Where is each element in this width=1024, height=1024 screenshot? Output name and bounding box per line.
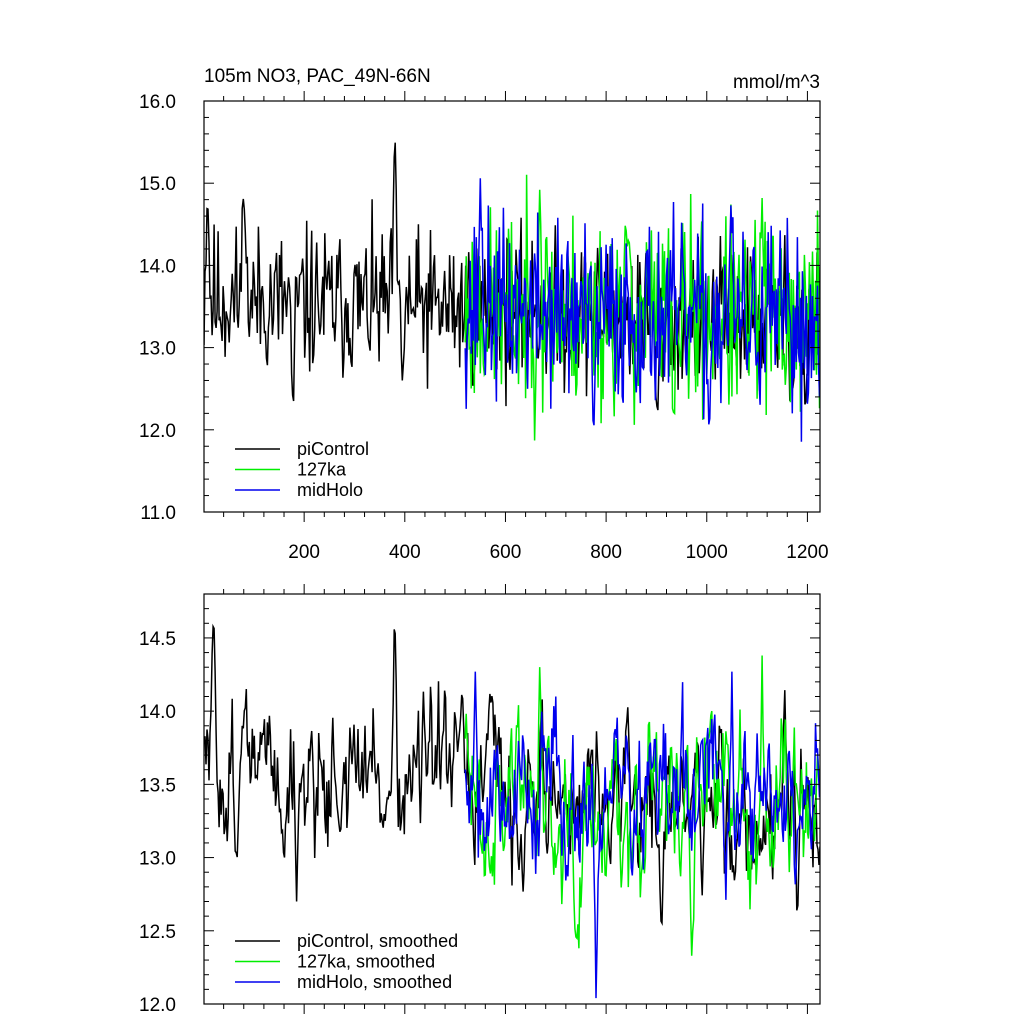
y-tick-label-top: 12.0 [139, 421, 176, 442]
legend-label-top-1: 127ka [297, 460, 347, 480]
x-tick-label-top: 400 [389, 542, 421, 563]
y-tick-label-bottom: 14.5 [139, 629, 176, 650]
units-label: mmol/m^3 [733, 72, 820, 93]
x-tick-label-top: 600 [490, 542, 522, 563]
series-line-top-2 [464, 178, 820, 442]
plot-frame-top [203, 100, 821, 513]
y-tick-label-bottom: 12.5 [139, 922, 176, 943]
x-tick-label-top: 800 [590, 542, 622, 563]
bottom-plot-panel: 12.0 12.5 13.0 13.5 14.0 14.5 piControl, smoot… [139, 584, 821, 1016]
y-tick-label-bottom: 13.0 [139, 849, 176, 870]
y-tick-label-bottom: 13.5 [139, 775, 176, 796]
y-tick-label-top: 11.0 [140, 503, 176, 524]
top-plot-panel: 11.0 12.0 13.0 14.0 15.0 16.0 200 400 600 800 1000… [139, 91, 829, 563]
y-tick-label-top: 14.0 [139, 256, 176, 277]
x-tick-label-top: 1000 [686, 542, 728, 563]
x-tick-label-top: 1200 [786, 542, 828, 563]
y-tick-label-top: 15.0 [139, 174, 176, 195]
legend-label-top-0: piControl [297, 439, 369, 459]
y-tick-label-top: 16.0 [139, 92, 176, 113]
y-tick-label-top: 13.0 [139, 339, 176, 360]
series-line-bottom-2 [464, 671, 820, 999]
y-tick-label-bottom: 12.0 [139, 995, 176, 1016]
series-line-bottom-0 [204, 623, 820, 927]
chart-title: 105m NO3, PAC_49N-66N [204, 66, 431, 87]
legend-label-bottom-2: midHolo, smoothed [297, 972, 452, 992]
x-tick-label-top: 200 [288, 542, 320, 563]
legend-label-bottom-0: piControl, smoothed [297, 931, 458, 951]
legend-label-top-2: midHolo [297, 480, 363, 500]
y-tick-label-bottom: 14.0 [139, 702, 176, 723]
legend-label-bottom-1: 127ka, smoothed [297, 952, 435, 972]
